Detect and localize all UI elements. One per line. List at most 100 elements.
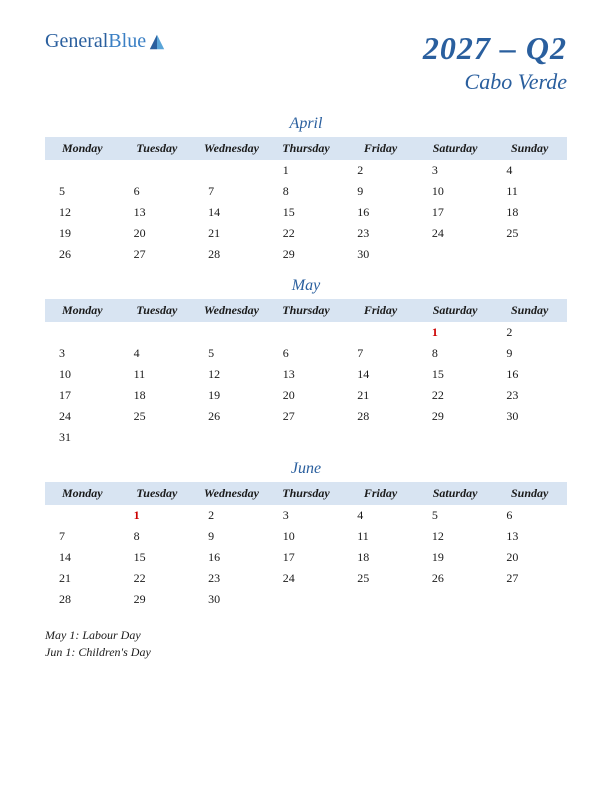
day-header: Wednesday	[194, 299, 269, 322]
calendar-cell	[194, 160, 269, 181]
calendar-cell: 11	[343, 526, 418, 547]
logo-sail-icon	[148, 33, 166, 51]
calendar-cell: 9	[194, 526, 269, 547]
calendar-table: MondayTuesdayWednesdayThursdayFridaySatu…	[45, 482, 567, 610]
calendar-cell: 2	[194, 505, 269, 526]
calendar-cell: 14	[194, 202, 269, 223]
day-header: Sunday	[492, 299, 567, 322]
calendar-cell: 27	[492, 568, 567, 589]
calendar-cell: 25	[492, 223, 567, 244]
calendar-cell: 19	[418, 547, 493, 568]
calendar-cell: 17	[45, 385, 120, 406]
calendar-cell: 12	[418, 526, 493, 547]
header: GeneralBlue 2027 – Q2 Cabo Verde	[45, 30, 567, 95]
calendar-cell: 28	[194, 244, 269, 265]
day-header: Friday	[343, 482, 418, 505]
calendar-cell: 27	[269, 406, 344, 427]
logo-text-2: Blue	[108, 30, 146, 53]
calendar-cell: 17	[418, 202, 493, 223]
calendar-cell: 20	[492, 547, 567, 568]
calendar-cell: 18	[120, 385, 195, 406]
month-name: May	[45, 277, 567, 295]
country-title: Cabo Verde	[423, 69, 567, 95]
calendar-cell: 12	[194, 364, 269, 385]
calendar-cell: 29	[269, 244, 344, 265]
calendar-row: 2627282930	[45, 244, 567, 265]
calendar-cell	[45, 322, 120, 343]
day-header: Monday	[45, 299, 120, 322]
calendar-cell: 9	[492, 343, 567, 364]
calendar-cell: 6	[269, 343, 344, 364]
calendar-cell: 20	[120, 223, 195, 244]
calendar-cell: 30	[492, 406, 567, 427]
logo: GeneralBlue	[45, 30, 166, 53]
day-header: Sunday	[492, 137, 567, 160]
calendar-cell	[45, 505, 120, 526]
calendar-cell: 26	[45, 244, 120, 265]
calendar-cell: 24	[418, 223, 493, 244]
calendar-cell: 11	[492, 181, 567, 202]
calendar-cell: 16	[194, 547, 269, 568]
calendar-cell	[418, 427, 493, 448]
calendar-cell: 10	[45, 364, 120, 385]
day-header: Thursday	[269, 299, 344, 322]
calendar-row: 78910111213	[45, 526, 567, 547]
calendar-cell	[45, 160, 120, 181]
calendar-cell: 26	[418, 568, 493, 589]
calendar-cell: 8	[269, 181, 344, 202]
calendar-cell	[492, 427, 567, 448]
calendar-cell	[269, 427, 344, 448]
day-header: Wednesday	[194, 482, 269, 505]
calendar-cell: 19	[45, 223, 120, 244]
calendar-cell: 27	[120, 244, 195, 265]
calendar-row: 12131415161718	[45, 202, 567, 223]
calendar-row: 19202122232425	[45, 223, 567, 244]
holiday-list: May 1: Labour DayJun 1: Children's Day	[45, 628, 567, 660]
calendar-cell: 24	[269, 568, 344, 589]
calendar-cell: 13	[269, 364, 344, 385]
calendar-cell: 8	[418, 343, 493, 364]
calendar-row: 3456789	[45, 343, 567, 364]
calendar-cell: 3	[45, 343, 120, 364]
calendar-table: MondayTuesdayWednesdayThursdayFridaySatu…	[45, 299, 567, 448]
calendar-cell: 3	[269, 505, 344, 526]
calendar-cell: 5	[45, 181, 120, 202]
day-header: Tuesday	[120, 299, 195, 322]
calendar-cell: 25	[343, 568, 418, 589]
month-name: April	[45, 115, 567, 133]
calendar-cell: 20	[269, 385, 344, 406]
day-header: Saturday	[418, 137, 493, 160]
calendar-cell: 18	[492, 202, 567, 223]
calendar-cell: 1	[418, 322, 493, 343]
month-block: AprilMondayTuesdayWednesdayThursdayFrida…	[45, 115, 567, 265]
calendar-row: 12	[45, 322, 567, 343]
calendar-cell: 5	[418, 505, 493, 526]
calendar-cell: 23	[343, 223, 418, 244]
calendar-cell: 22	[120, 568, 195, 589]
calendar-row: 21222324252627	[45, 568, 567, 589]
calendar-cell: 21	[343, 385, 418, 406]
calendar-cell	[120, 160, 195, 181]
calendar-cell: 30	[343, 244, 418, 265]
calendar-cell	[492, 589, 567, 610]
calendar-cell: 11	[120, 364, 195, 385]
calendar-cell: 10	[269, 526, 344, 547]
calendar-cell: 2	[492, 322, 567, 343]
calendar-cell: 10	[418, 181, 493, 202]
calendar-row: 567891011	[45, 181, 567, 202]
calendar-cell: 7	[343, 343, 418, 364]
calendar-cell: 24	[45, 406, 120, 427]
calendar-cell: 8	[120, 526, 195, 547]
calendar-cell: 1	[269, 160, 344, 181]
calendar-cell: 30	[194, 589, 269, 610]
calendar-cell	[418, 244, 493, 265]
day-header: Thursday	[269, 137, 344, 160]
calendar-cell: 2	[343, 160, 418, 181]
holiday-entry: Jun 1: Children's Day	[45, 645, 567, 660]
day-header: Friday	[343, 137, 418, 160]
calendar-cell: 4	[120, 343, 195, 364]
calendar-cell: 22	[269, 223, 344, 244]
calendar-cell: 19	[194, 385, 269, 406]
calendar-cell	[492, 244, 567, 265]
calendar-cell: 23	[492, 385, 567, 406]
